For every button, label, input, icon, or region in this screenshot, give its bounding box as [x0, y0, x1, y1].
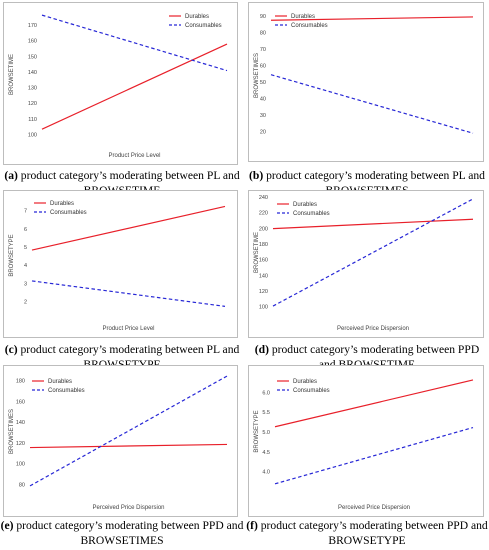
- xlabel-d: Perceived Price Dispersion: [337, 326, 409, 332]
- legend-label-f: Consumables: [293, 388, 330, 394]
- chart-a: 100 110 120 130 140 150 160 170 BROWSETIME Produc…: [9, 14, 228, 159]
- plot-frame-b: 20 30 40 50 60 70 80 90 BROWSETIMES Durables Consu…: [248, 2, 484, 162]
- series-line-f-consumables: [274, 426, 474, 485]
- ylabel-a: BROWSETIME: [9, 54, 15, 95]
- ytick-label-b: 20: [260, 129, 266, 135]
- ytick-label-b: 30: [260, 113, 266, 119]
- legend-label-d: Consumables: [293, 211, 330, 217]
- series-line-e-durables: [29, 443, 228, 449]
- caption-e-letter: (e): [0, 519, 14, 532]
- ytick-label-a: 120: [28, 101, 37, 107]
- legend-label-c: Durables: [50, 201, 74, 207]
- ytick-label-d: 140: [259, 273, 268, 279]
- ytick-label-e: 100: [16, 462, 25, 468]
- ytick-label-d: 180: [259, 242, 268, 248]
- legend-label-f: Durables: [293, 379, 317, 385]
- plot-frame-c: 2 3 4 5 6 7 BROWSETYPE Product Price Level Durab…: [3, 190, 238, 338]
- ytick-label-b: 40: [260, 96, 266, 102]
- ytick-label-e: 160: [16, 399, 25, 405]
- chart-c: 2 3 4 5 6 7 BROWSETYPE Product Price Level Durab…: [9, 201, 226, 332]
- legend-label-e: Durables: [48, 379, 72, 385]
- legend-label-a: Consumables: [185, 23, 222, 29]
- ytick-label-c: 5: [24, 245, 27, 251]
- plot-frame-f: 4.0 4.5 5.0 5.5 6.0 BROWSETYPE Perceived Price…: [248, 365, 484, 517]
- series-line-d-durables: [272, 218, 474, 230]
- series-line-a-durables: [41, 43, 228, 130]
- ytick-label-b: 90: [260, 14, 266, 20]
- series-line-d-consumables: [272, 198, 474, 307]
- caption-c: (c) product category’s moderating betwee…: [0, 342, 244, 372]
- caption-e: (e) product category’s moderating betwee…: [0, 518, 244, 548]
- caption-f: (f) product category’s moderating betwee…: [245, 518, 489, 548]
- legend-label-e: Consumables: [48, 388, 85, 394]
- ytick-label-c: 3: [24, 281, 27, 287]
- chart-b: 20 30 40 50 60 70 80 90 BROWSETIMES Durables Consu…: [254, 14, 474, 135]
- ytick-label-f: 5.0: [262, 430, 270, 436]
- series-line-b-durables: [270, 16, 474, 21]
- ytick-label-d: 240: [259, 195, 268, 201]
- caption-e-text: product category’s moderating between PP…: [13, 519, 244, 547]
- ytick-label-a: 160: [28, 39, 37, 45]
- ytick-label-a: 170: [28, 23, 37, 29]
- ytick-label-e: 180: [16, 379, 25, 385]
- ytick-label-a: 140: [28, 70, 37, 76]
- ytick-label-b: 80: [260, 30, 266, 36]
- chart-e: 80 100 120 140 160 180 BROWSETIMES Perceived Pr…: [9, 375, 228, 511]
- xlabel-c: Product Price Level: [102, 326, 154, 332]
- caption-f-letter: (f): [246, 519, 258, 532]
- ytick-label-f: 5.5: [262, 410, 270, 416]
- ylabel-c: BROWSETYPE: [9, 234, 15, 276]
- ytick-label-e: 80: [19, 482, 25, 488]
- caption-b-letter: (b): [249, 169, 264, 182]
- ytick-label-c: 4: [24, 263, 27, 269]
- caption-c-letter: (c): [4, 343, 18, 356]
- ylabel-b: BROWSETIMES: [254, 53, 260, 98]
- ylabel-d: BROWSETIME: [254, 232, 260, 273]
- ytick-label-c: 2: [24, 299, 27, 305]
- ylabel-e: BROWSETIMES: [9, 409, 15, 454]
- ytick-label-f: 4.0: [262, 470, 270, 476]
- ytick-label-d: 200: [259, 226, 268, 232]
- legend-label-d: Durables: [293, 202, 317, 208]
- xlabel-e: Perceived Price Dispersion: [92, 505, 164, 511]
- ytick-label-f: 6.0: [262, 390, 270, 396]
- ytick-label-d: 120: [259, 289, 268, 295]
- ytick-label-d: 100: [259, 305, 268, 311]
- ytick-label-a: 100: [28, 132, 37, 138]
- legend-label-b: Consumables: [291, 23, 328, 29]
- series-line-c-consumables: [31, 280, 226, 307]
- ytick-label-f: 4.5: [262, 450, 270, 456]
- ytick-label-a: 150: [28, 54, 37, 60]
- caption-f-text: product category’s moderating between PP…: [257, 519, 488, 547]
- caption-a-letter: (a): [4, 169, 18, 182]
- ytick-label-b: 60: [260, 63, 266, 69]
- series-line-b-consumables: [270, 74, 474, 134]
- chart-f: 4.0 4.5 5.0 5.5 6.0 BROWSETYPE Perceived Price…: [254, 379, 474, 511]
- legend-label-b: Durables: [291, 14, 315, 20]
- ytick-label-a: 110: [28, 117, 37, 123]
- ylabel-f: BROWSETYPE: [254, 410, 260, 452]
- legend-label-a: Durables: [185, 14, 209, 20]
- series-line-c-durables: [31, 205, 226, 251]
- ytick-label-a: 130: [28, 86, 37, 92]
- series-line-a-consumables: [41, 14, 228, 72]
- plot-frame-d: 100 120 140 160 180 200 220 240 BROWSETIME Percei…: [248, 190, 484, 338]
- xlabel-f: Perceived Price Dispersion: [338, 505, 410, 511]
- ytick-label-b: 50: [260, 80, 266, 86]
- plot-frame-e: 80 100 120 140 160 180 BROWSETIMES Perceived Pr…: [3, 365, 238, 517]
- ytick-label-d: 220: [259, 211, 268, 217]
- xlabel-a: Product Price Level: [108, 153, 160, 159]
- ytick-label-b: 70: [260, 47, 266, 53]
- series-line-f-durables: [274, 379, 474, 428]
- ytick-label-c: 7: [24, 209, 27, 215]
- ytick-label-d: 160: [259, 258, 268, 264]
- ytick-label-e: 120: [16, 441, 25, 447]
- plot-frame-a: 100 110 120 130 140 150 160 170 BROWSETIME Produc…: [3, 2, 238, 165]
- legend-label-c: Consumables: [50, 210, 87, 216]
- chart-d: 100 120 140 160 180 200 220 240 BROWSETIME Percei…: [254, 195, 474, 332]
- series-line-e-consumables: [29, 375, 228, 487]
- ytick-label-e: 140: [16, 420, 25, 426]
- ytick-label-c: 6: [24, 227, 27, 233]
- caption-d-letter: (d): [254, 343, 269, 356]
